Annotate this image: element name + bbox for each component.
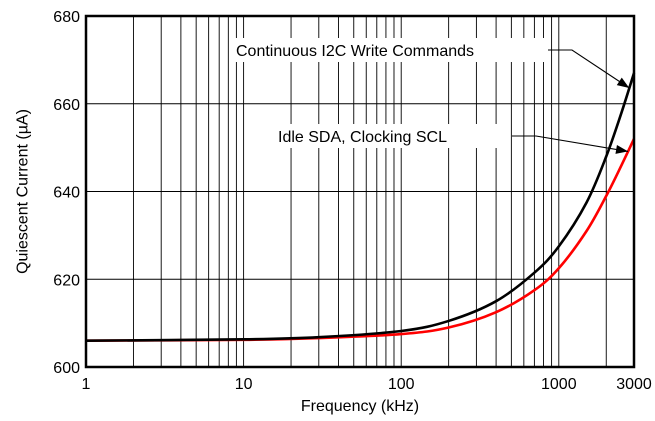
x-tick-label: 3000	[616, 376, 652, 393]
x-axis-title: Frequency (kHz)	[301, 398, 419, 415]
annotation-background	[272, 124, 510, 148]
annotation-background	[230, 38, 550, 62]
annotation-leader-line	[512, 135, 629, 152]
series-line-1	[85, 72, 636, 342]
y-tick-label: 640	[53, 185, 80, 202]
series-lines	[85, 72, 636, 342]
y-tick-label: 620	[53, 272, 80, 289]
annotations: Continuous I2C Write Commands Idle SDA, C…	[230, 38, 630, 154]
y-tick-label: 660	[53, 97, 80, 114]
annotation-label: Idle SDA, Clocking SCL	[278, 129, 447, 146]
annotation-label: Continuous I2C Write Commands	[236, 43, 474, 60]
x-tick-label: 1	[82, 376, 91, 393]
y-tick-label: 600	[53, 360, 80, 377]
x-tick-label: 1000	[541, 376, 577, 393]
y-axis-title: Quiescent Current (µA)	[15, 109, 32, 274]
y-tick-label: 680	[53, 9, 80, 26]
annotation-arrowhead	[616, 77, 630, 88]
annotation-arrowhead	[615, 144, 629, 154]
x-tick-labels: 1 10 100 1000 3000	[82, 376, 652, 393]
grid-lines	[86, 16, 634, 367]
x-tick-label: 10	[235, 376, 253, 393]
y-tick-labels: 600 620 640 660 680	[53, 9, 80, 377]
x-tick-label: 100	[388, 376, 415, 393]
annotation-leader-line	[548, 49, 630, 89]
plot-frame	[84, 14, 636, 369]
